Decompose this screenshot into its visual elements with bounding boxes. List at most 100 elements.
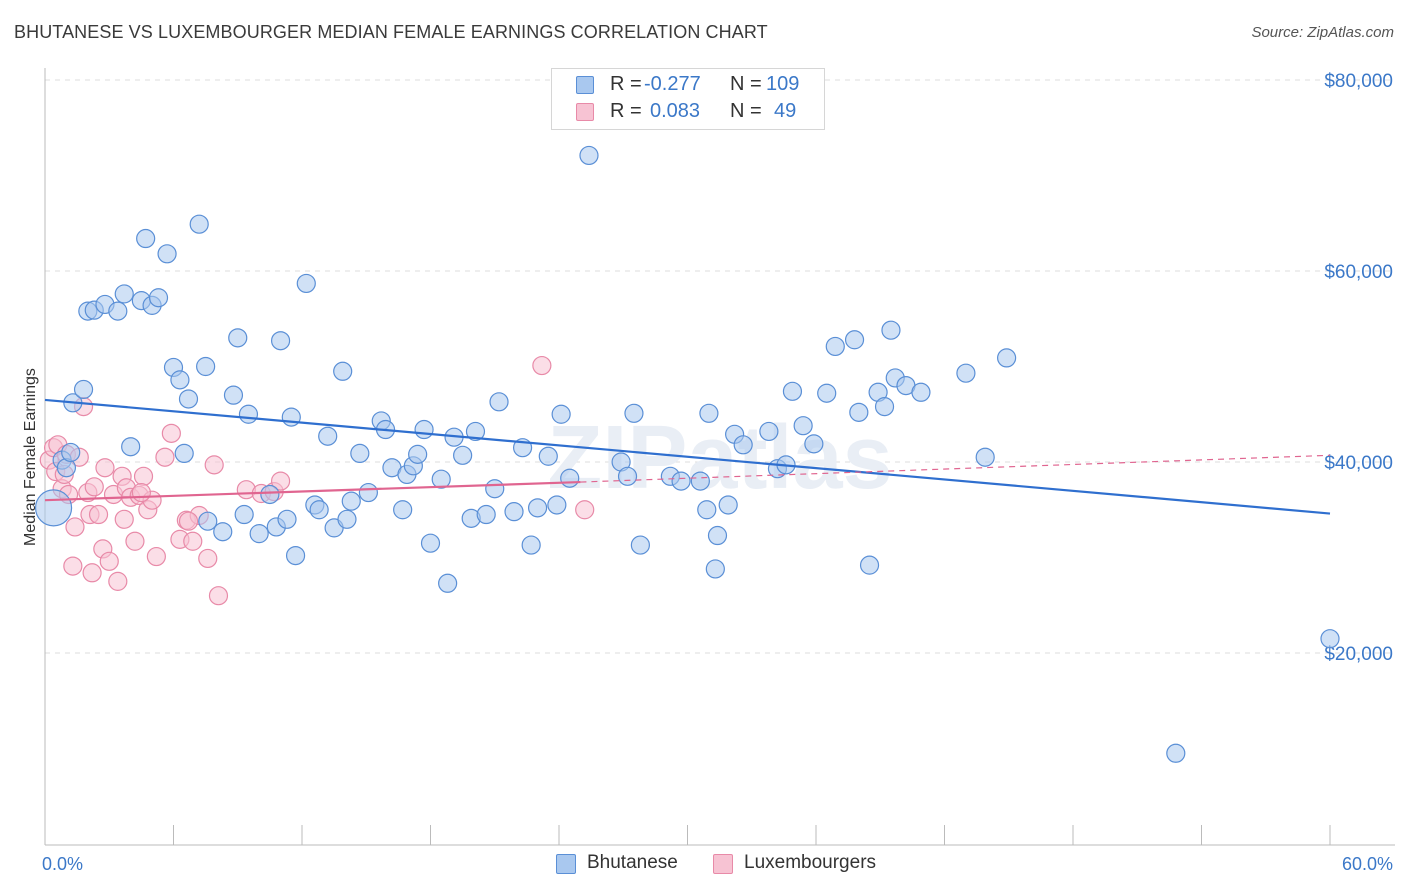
luxembourger-point [82,563,102,583]
y-tick-labels: $20,000 $40,000 $60,000 $80,000 [1324,71,1393,665]
bhutanese-point [699,403,719,423]
bhutanese-point [859,555,880,575]
bhutanese-point [624,403,644,423]
luxembourger-point [125,531,145,551]
bhutanese-point [350,443,370,464]
luxembourgers-legend-swatch [713,854,733,874]
bhutanese-point [538,446,558,466]
bhutanese-point [420,533,441,553]
luxembourger-point [131,482,151,503]
bhutanese-point [504,502,524,522]
legend-r-value: -0.277 [644,73,701,95]
bhutanese-point [358,482,378,503]
bhutanese-point [238,404,259,424]
bhutanese-point [277,509,297,529]
bhutanese-point [296,273,316,294]
bhutanese-point [223,385,244,405]
x-tick-label-min: 0.0% [42,854,83,874]
luxembourger-trend-line [44,480,581,502]
x-tick-marks [44,825,1331,845]
bhutanese-point [249,524,269,544]
luxembourger-point [63,556,83,576]
bhutanese-point [825,336,845,357]
bhutanese-point [73,379,94,400]
legend-n-label: N = [730,73,762,95]
bhutanese-point [579,145,599,166]
y-tick-label: $40,000 [1324,453,1393,474]
bhutanese-point [157,244,177,264]
luxembourger-point [198,548,218,569]
bhutanese-point [234,504,254,525]
bhutanese-point [34,489,73,527]
x-tick-label-max: 60.0% [1342,854,1393,874]
luxembourger-point [183,531,203,551]
bhutanese-point [547,495,567,515]
legend-r-label: R = [610,100,642,122]
bhutanese-point [849,402,869,422]
bhutanese-point [782,381,803,401]
bhutanese-point [408,444,428,464]
luxembourger-point [208,586,229,606]
bhutanese-point [228,328,248,348]
chart-title: BHUTANESE VS LUXEMBOURGER MEDIAN FEMALE … [14,22,768,42]
bhutanese-point [697,500,717,520]
bhutanese-point [453,445,473,465]
luxembourgers-legend-label: Luxembourgers [744,852,877,873]
y-tick-label: $80,000 [1324,71,1393,92]
y-tick-label: $60,000 [1324,262,1393,283]
luxembourger-point [178,511,199,531]
bhutanese-point [333,361,353,381]
legend-n-value: 49 [774,100,797,122]
bhutanese-point [975,447,995,467]
luxembourgers-swatch [576,103,594,121]
bhutanese-point [213,522,233,542]
bhutanese-point [707,525,728,546]
luxembourger-point [575,500,595,520]
bhutanese-point [956,363,976,383]
bhutanese-point [630,535,650,555]
bhutanese-points [34,145,1340,763]
bhutanese-point [431,469,451,489]
bhutanese-point [1166,743,1186,763]
bhutanese-point [198,511,218,531]
luxembourger-trend-extension [580,454,1331,483]
bhutanese-point [260,484,280,505]
luxembourger-point [155,447,175,467]
bhutanese-point [108,301,128,321]
legend-n-label: N = [730,100,762,122]
bhutanese-point [196,356,216,377]
luxembourger-point [133,466,154,486]
bhutanese-point [114,284,134,304]
legend-n-value: 109 [766,73,800,95]
legend-r-label: R = [610,73,642,95]
luxembourger-point [88,504,109,525]
stats-legend: R = -0.277 N = 109 R = 0.083 N = 49 [551,68,825,130]
bhutanese-point [174,443,194,464]
bhutanese-point [718,495,738,515]
bhutanese-point [341,491,361,511]
bhutanese-point [759,421,779,442]
luxembourger-point [65,517,85,537]
bhutanese-point [1320,629,1340,649]
bhutanese-point [438,573,458,593]
bhutanese-point [270,331,291,351]
bhutanese-point [881,320,901,340]
bhutanese-legend-swatch [556,854,576,874]
bhutanese-point [733,435,753,455]
bhutanese-point [309,500,329,520]
bhutanese-point [414,419,434,440]
grid-lines [45,79,1395,654]
bhutanese-point [121,437,141,457]
bhutanese-point [817,383,837,403]
source-credit: Source: ZipAtlas.com [1251,24,1394,41]
luxembourger-point [532,355,552,376]
legend-r-value: 0.083 [650,100,701,122]
bhutanese-point [318,426,338,446]
bhutanese-point [874,397,895,417]
luxembourger-point [114,509,134,529]
trend-lines [44,398,1331,515]
luxembourger-point [99,551,119,571]
bhutanese-point [617,466,638,486]
y-tick-label: $20,000 [1324,644,1393,665]
bhutanese-point [476,504,496,525]
